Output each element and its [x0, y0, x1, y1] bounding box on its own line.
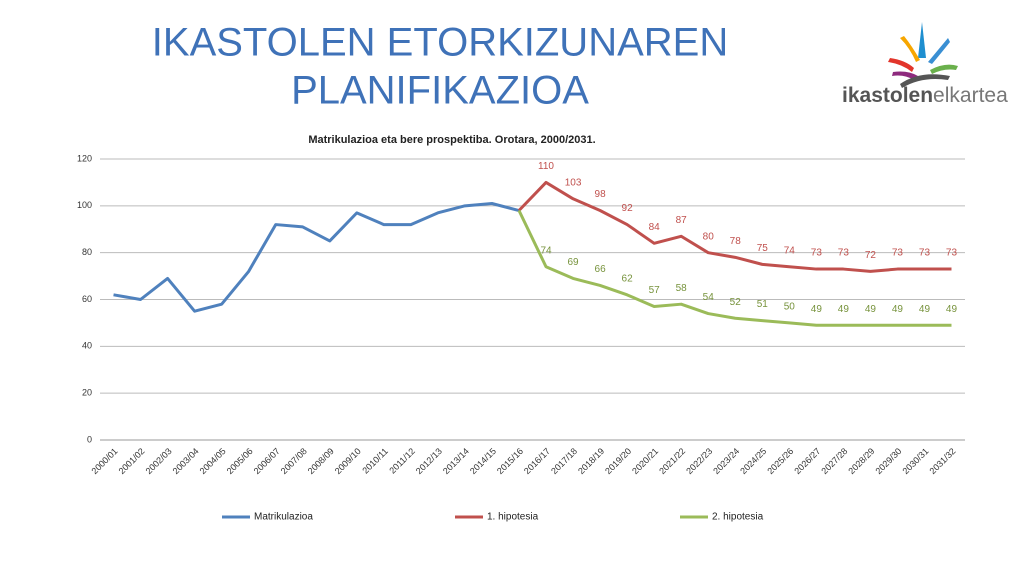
legend-label: Matrikulazioa — [254, 512, 313, 523]
data-label: 54 — [703, 292, 715, 303]
y-tick-label: 120 — [77, 153, 92, 163]
data-label: 51 — [757, 299, 769, 310]
chart-title: Matrikulazioa eta bere prospektiba. Orot… — [308, 134, 595, 146]
data-label: 58 — [676, 283, 688, 294]
data-label: 84 — [649, 222, 661, 233]
x-tick-label: 2001/02 — [117, 446, 147, 476]
data-label: 49 — [919, 304, 931, 315]
series-line — [517, 209, 952, 327]
x-tick-label: 2027/28 — [819, 446, 849, 476]
data-label: 75 — [757, 243, 769, 254]
x-tick-label: 2029/30 — [873, 446, 903, 476]
x-tick-label: 2021/22 — [657, 446, 687, 476]
x-tick-label: 2017/18 — [549, 446, 579, 476]
series-line — [517, 180, 952, 273]
x-tick-label: 2007/08 — [279, 446, 309, 476]
data-label: 80 — [703, 231, 715, 242]
x-tick-label: 2028/29 — [846, 446, 876, 476]
x-tick-label: 2024/25 — [738, 446, 768, 476]
x-tick-label: 2009/10 — [333, 446, 363, 476]
legend-label: 1. hipotesia — [487, 512, 539, 523]
logo-icon — [888, 22, 958, 88]
x-tick-label: 2014/15 — [468, 446, 498, 476]
x-tick-label: 2020/21 — [630, 446, 660, 476]
x-tick-label: 2023/24 — [711, 446, 741, 476]
data-label: 49 — [892, 304, 904, 315]
x-tick-label: 2019/20 — [603, 446, 633, 476]
x-tick-label: 2005/06 — [225, 446, 255, 476]
data-label: 74 — [540, 245, 552, 256]
data-label: 92 — [622, 203, 634, 214]
data-label: 78 — [730, 236, 742, 247]
data-label: 52 — [730, 297, 742, 308]
logo-text-a: ikastolen — [842, 84, 933, 107]
x-tick-label: 2031/32 — [927, 446, 957, 476]
data-label: 73 — [811, 248, 823, 259]
slide-title: PLANIFIKAZIOA — [291, 69, 589, 113]
x-tick-label: 2006/07 — [252, 446, 282, 476]
data-label: 74 — [784, 245, 796, 256]
data-label: 57 — [649, 285, 661, 296]
x-tick-label: 2026/27 — [792, 446, 822, 476]
y-tick-label: 100 — [77, 200, 92, 210]
y-tick-label: 20 — [82, 388, 92, 398]
y-tick-label: 60 — [82, 294, 92, 304]
x-tick-label: 2030/31 — [900, 446, 930, 476]
data-label: 73 — [838, 248, 850, 259]
x-tick-label: 2013/14 — [441, 446, 471, 476]
data-label: 110 — [538, 161, 554, 172]
x-tick-label: 2010/11 — [360, 446, 390, 476]
data-label: 72 — [865, 250, 877, 261]
x-tick-label: 2002/03 — [144, 446, 174, 476]
x-tick-label: 2018/19 — [576, 446, 606, 476]
x-tick-label: 2012/13 — [414, 446, 444, 476]
data-label: 49 — [811, 304, 823, 315]
x-tick-label: 2022/23 — [684, 446, 714, 476]
x-tick-label: 2003/04 — [171, 446, 201, 476]
logo-text: ikastolenelkartea — [842, 84, 1008, 107]
data-label: 49 — [946, 304, 958, 315]
logo-text-b: elkartea — [933, 84, 1008, 107]
data-label: 62 — [622, 273, 634, 284]
slide-title: IKASTOLEN ETORKIZUNAREN — [152, 21, 728, 65]
x-tick-label: 2016/17 — [522, 446, 552, 476]
data-label: 66 — [595, 264, 607, 275]
legend-label: 2. hipotesia — [712, 512, 764, 523]
data-label: 103 — [565, 177, 582, 188]
x-tick-label: 2025/26 — [765, 446, 795, 476]
y-tick-label: 80 — [82, 247, 92, 257]
x-tick-label: 2000/01 — [90, 446, 120, 476]
series-line — [113, 201, 520, 313]
data-label: 87 — [676, 215, 688, 226]
data-label: 98 — [595, 189, 607, 200]
x-tick-label: 2011/12 — [387, 446, 417, 476]
data-label: 73 — [919, 248, 931, 259]
data-label: 49 — [865, 304, 877, 315]
x-tick-label: 2015/16 — [495, 446, 525, 476]
data-label: 73 — [946, 248, 958, 259]
y-tick-label: 0 — [87, 434, 92, 444]
data-label: 50 — [784, 302, 796, 313]
data-label: 69 — [567, 257, 579, 268]
y-tick-label: 40 — [82, 341, 92, 351]
data-label: 49 — [838, 304, 850, 315]
x-tick-label: 2008/09 — [306, 446, 336, 476]
data-label: 73 — [892, 248, 904, 259]
x-tick-label: 2004/05 — [198, 446, 228, 476]
